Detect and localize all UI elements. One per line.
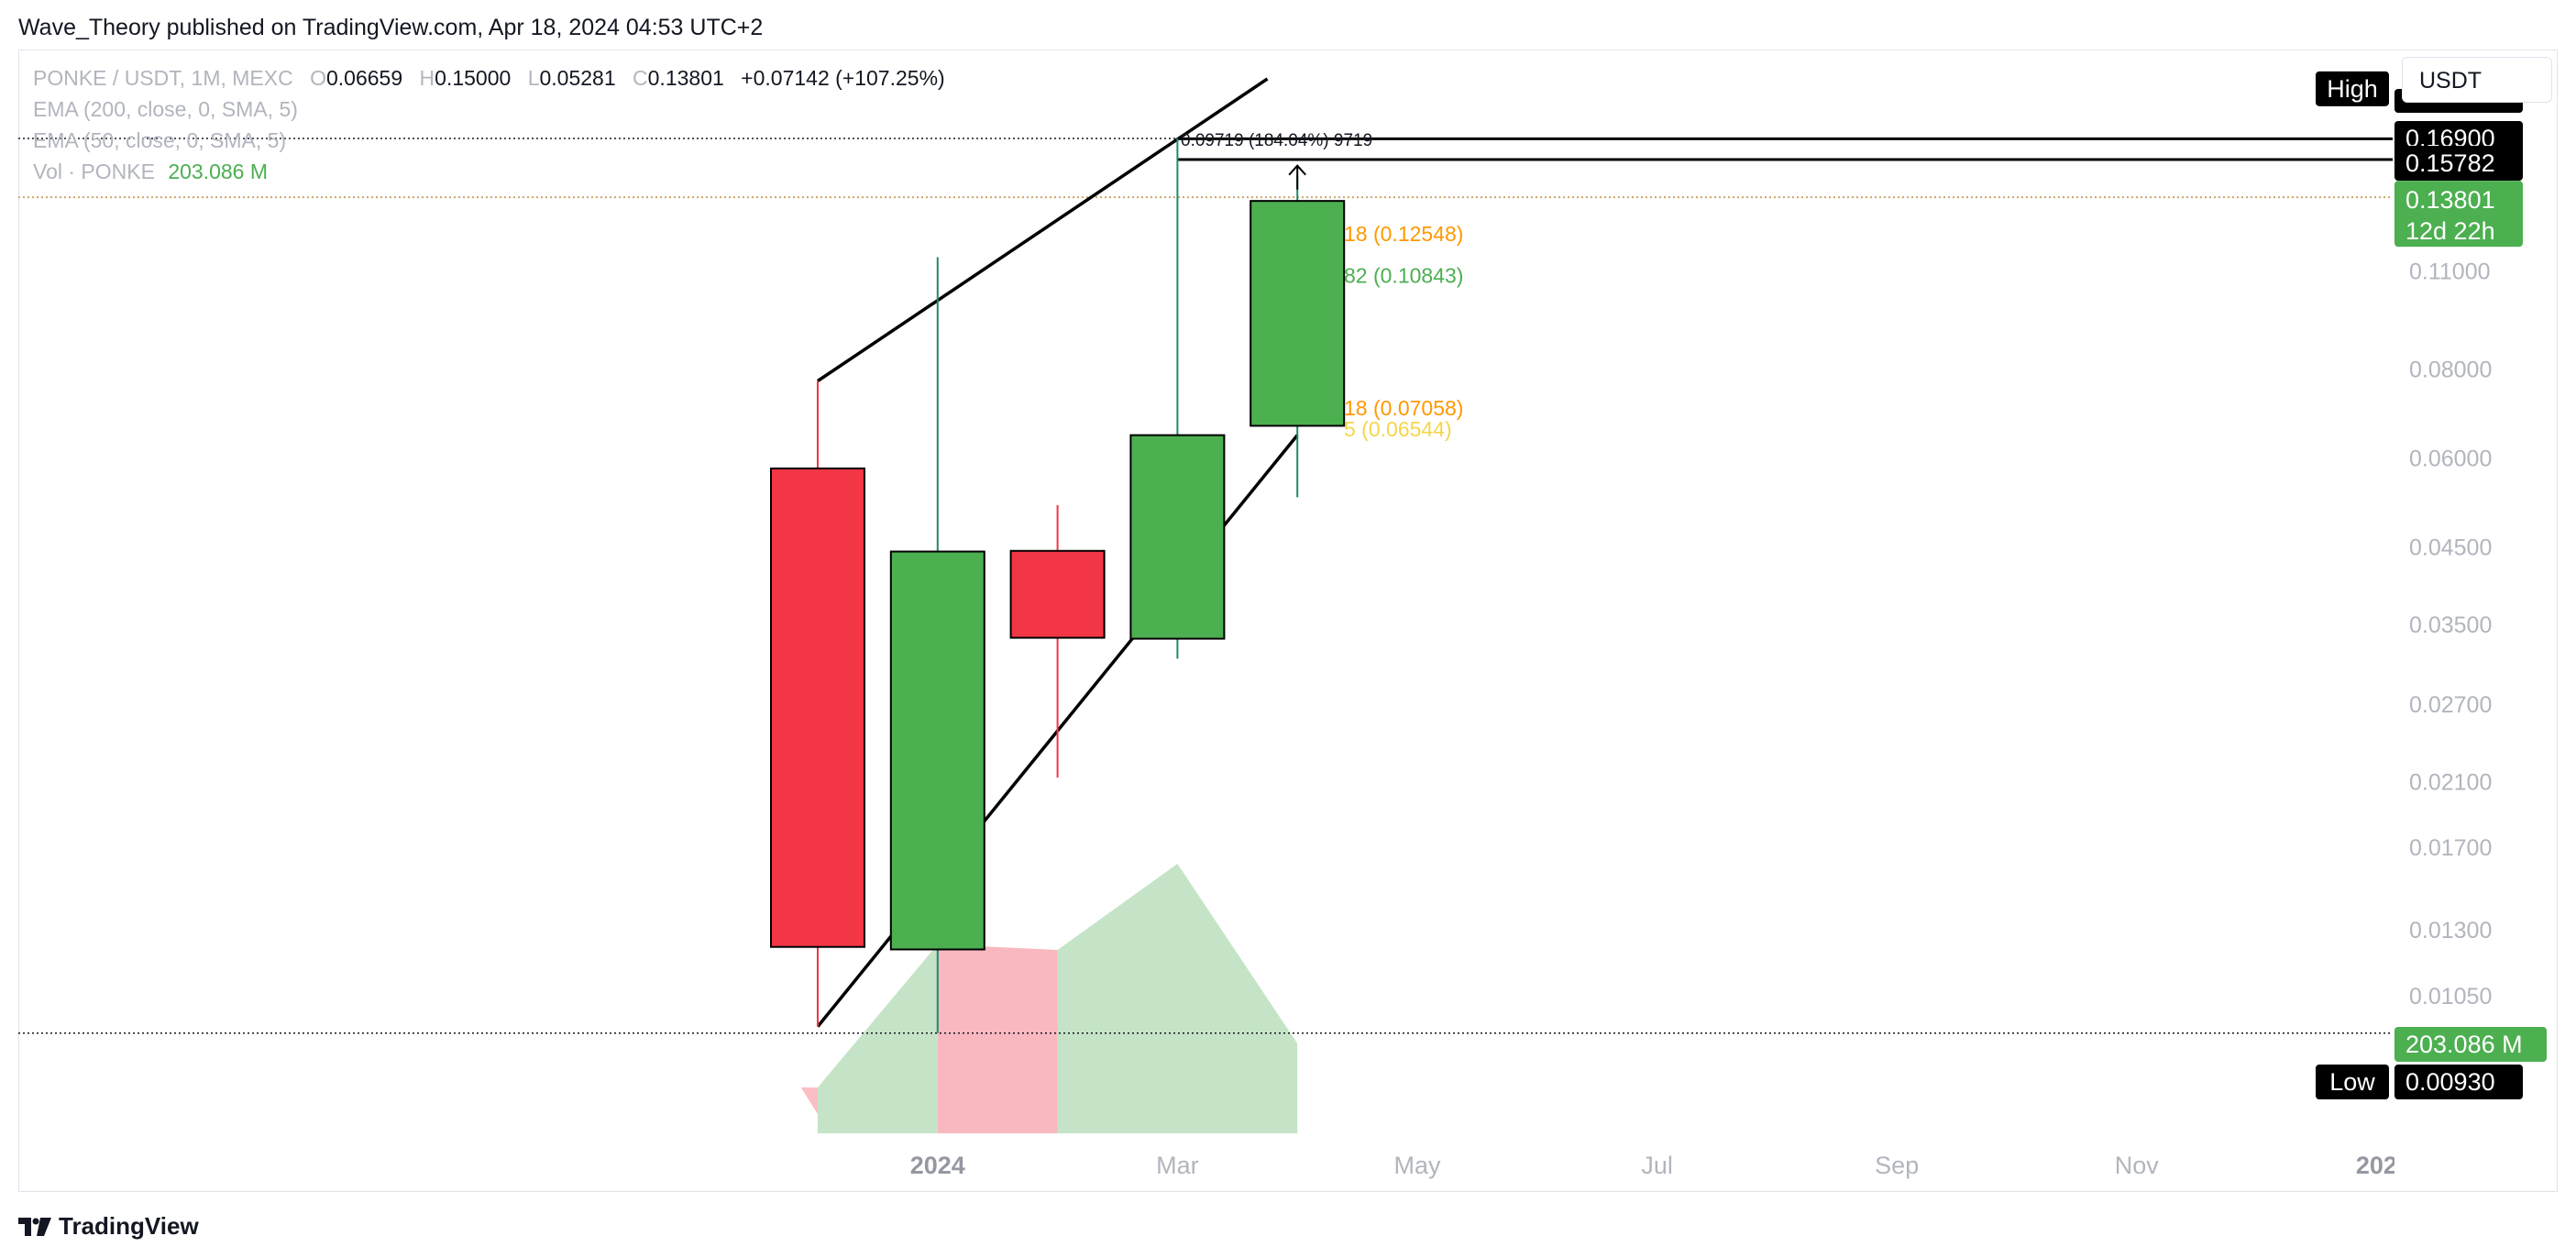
symbol-label[interactable]: PONKE / USDT, 1M, MEXC xyxy=(33,66,293,90)
price-label-level[interactable]: 0.15782 xyxy=(2394,146,2523,182)
volume-area-feb xyxy=(937,944,1058,1133)
price-label-low[interactable]: 0.00930 xyxy=(2394,1065,2523,1099)
current-price-value: 0.13801 xyxy=(2405,186,2495,214)
close-label: C xyxy=(633,66,648,90)
y-tick-label: 0.02100 xyxy=(2409,770,2492,796)
candle-body-2024-01[interactable] xyxy=(889,550,985,951)
low-tag-box xyxy=(2316,1065,2389,1099)
x-tick-label: 2024 xyxy=(910,1152,965,1179)
tradingview-branding[interactable]: TradingView xyxy=(18,1212,199,1241)
volume-value: 203.086 M xyxy=(168,160,269,183)
open-label: O xyxy=(310,66,326,90)
volume-area-jan xyxy=(818,944,938,1133)
x-tick-label: Nov xyxy=(2115,1152,2160,1179)
publisher-line: Wave_Theory published on TradingView.com… xyxy=(18,15,764,40)
price-label-level-box xyxy=(2394,146,2523,182)
chart-frame xyxy=(18,50,2558,1192)
y-tick-label: 0.01050 xyxy=(2409,984,2492,1010)
candle-body-2024-04[interactable] xyxy=(1249,200,1346,427)
y-tick-label: 0.11000 xyxy=(2409,259,2491,284)
high-tag-text: High xyxy=(2327,75,2378,103)
y-tick-label: 0.02700 xyxy=(2409,692,2492,718)
x-tick-label: Jul xyxy=(1641,1152,1673,1179)
price-label-low-box xyxy=(2394,1065,2523,1099)
current-price-label[interactable]: 0.13801 12d 22h xyxy=(2394,181,2523,248)
fib-label-3: 5 (0.06544) xyxy=(1344,417,1452,441)
price-label-level-text: 0.15782 xyxy=(2405,149,2495,177)
volume-label: Vol · PONKE xyxy=(33,160,155,183)
high-value: 0.15000 xyxy=(435,66,512,90)
close-value: 0.13801 xyxy=(647,66,724,90)
change-value: +0.07142 (+107.25%) xyxy=(741,66,945,90)
volume-price-label-text: 203.086 M xyxy=(2405,1031,2523,1058)
volume-price-label[interactable]: 203.086 M xyxy=(2394,1027,2547,1062)
current-price-countdown: 12d 22h xyxy=(2405,217,2495,245)
low-tag: Low xyxy=(2316,1065,2389,1099)
candle-body-2023-12[interactable] xyxy=(770,467,865,948)
low-tag-text: Low xyxy=(2329,1068,2375,1096)
high-tag: High xyxy=(2316,71,2389,106)
axis-mask xyxy=(2394,1146,2413,1186)
current-price-box xyxy=(2394,181,2523,248)
ohlc-legend-row[interactable]: PONKE / USDT, 1M, MEXC O0.06659 H0.15000… xyxy=(33,62,945,94)
candle-body-2024-03[interactable] xyxy=(1129,434,1226,640)
candle-body-2024-02[interactable] xyxy=(1009,549,1106,639)
volume-price-label-box xyxy=(2394,1027,2547,1062)
low-label: L xyxy=(527,66,540,90)
fib-label-2: 18 (0.07058) xyxy=(1344,396,1463,420)
price-arrow-marker xyxy=(1288,164,1306,190)
y-tick-label: 0.06000 xyxy=(2409,446,2492,471)
x-tick-label: 202 xyxy=(2356,1152,2397,1179)
measure-annotation: 0.09719 (184.04%) 9719 xyxy=(1181,131,1372,150)
fib-label-0: 18 (0.12548) xyxy=(1344,222,1463,246)
volume-area-mar-apr xyxy=(1057,864,1298,1133)
x-tick-label: Sep xyxy=(1875,1152,1919,1179)
volume-legend[interactable]: Vol · PONKE 203.086 M xyxy=(33,156,945,187)
y-tick-label: 0.03500 xyxy=(2409,612,2492,638)
price-label-low-text: 0.00930 xyxy=(2405,1068,2495,1096)
high-label: H xyxy=(419,66,435,90)
tradingview-logo-icon xyxy=(18,1217,51,1236)
fib-label-1: 82 (0.10843) xyxy=(1344,263,1463,287)
chart-legend: PONKE / USDT, 1M, MEXC O0.06659 H0.15000… xyxy=(33,62,945,187)
low-value: 0.05281 xyxy=(539,66,616,90)
currency-unit-button[interactable]: USDT xyxy=(2402,57,2552,103)
tradingview-wordmark: TradingView xyxy=(59,1212,199,1240)
upper-trendline xyxy=(817,77,1269,382)
ema200-legend[interactable]: EMA (200, close, 0, SMA, 5) xyxy=(33,97,298,121)
y-tick-label: 0.04500 xyxy=(2409,535,2492,560)
ema50-legend[interactable]: EMA (50, close, 0, SMA, 5) xyxy=(33,128,287,152)
x-tick-label: May xyxy=(1393,1152,1441,1179)
x-tick-label: Mar xyxy=(1156,1152,1199,1179)
high-tag-box xyxy=(2316,71,2389,106)
y-tick-label: 0.01700 xyxy=(2409,835,2492,861)
y-tick-label: 0.08000 xyxy=(2409,358,2492,383)
open-value: 0.06659 xyxy=(326,66,403,90)
y-tick-label: 0.01300 xyxy=(2409,918,2492,944)
